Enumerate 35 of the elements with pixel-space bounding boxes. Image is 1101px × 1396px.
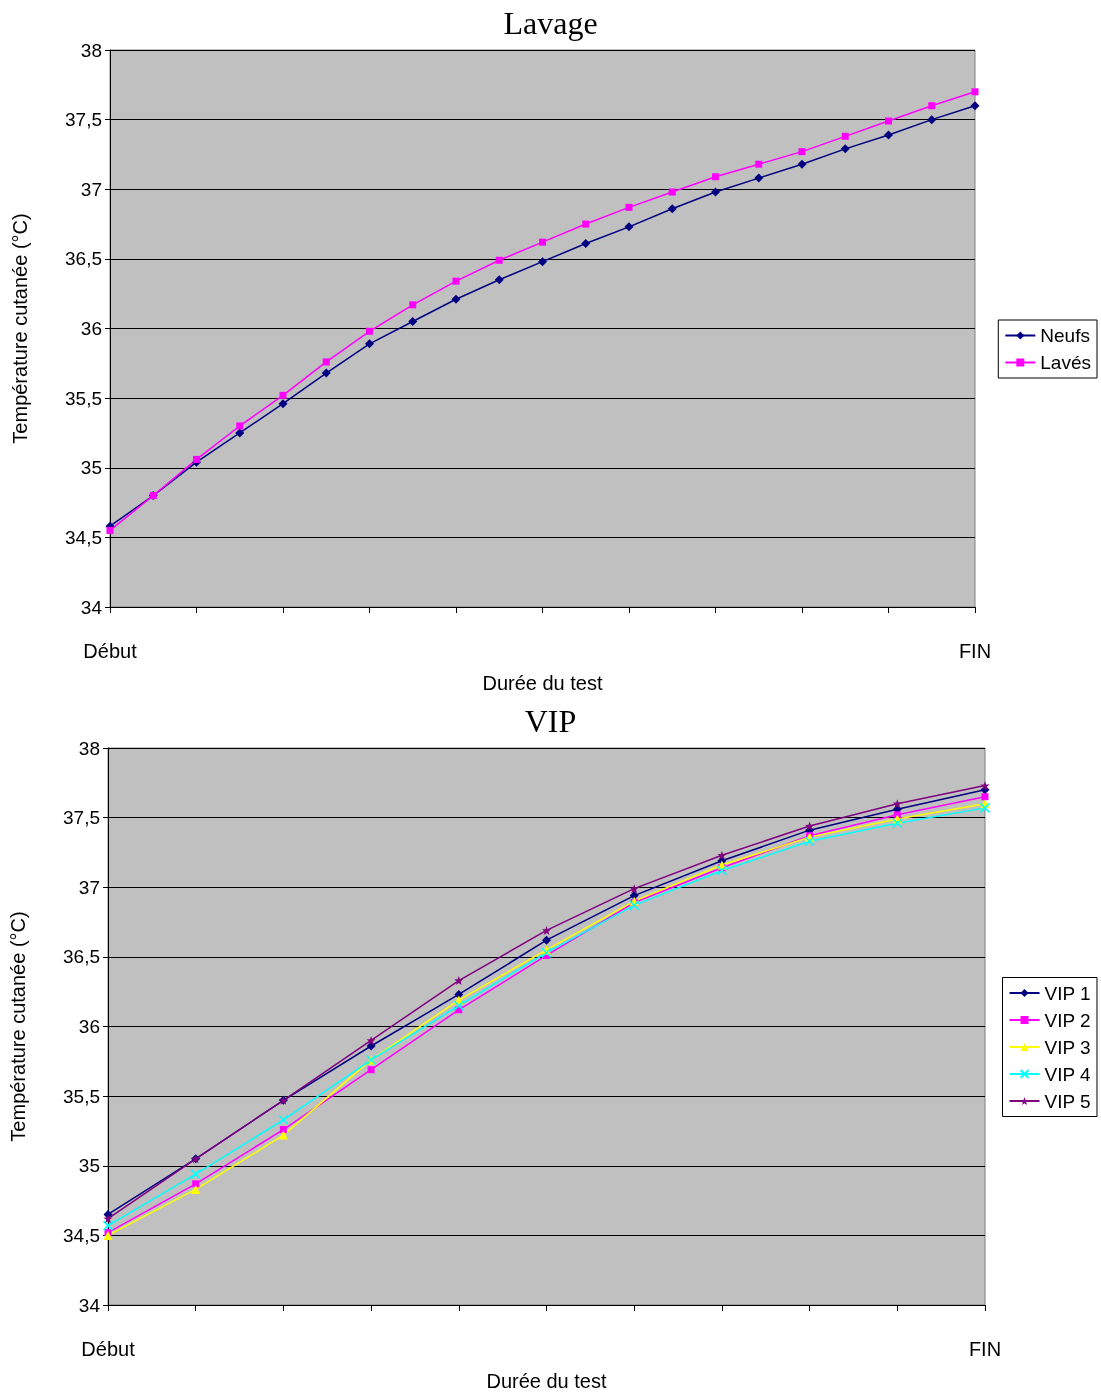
x-tick-label: Début [81, 1338, 136, 1360]
x-axis-title: Durée du test [486, 1370, 607, 1392]
y-tick-label: 36 [80, 318, 102, 339]
y-tick-label: 34,5 [65, 526, 102, 548]
y-tick-label: 37 [80, 178, 102, 200]
legend-label: VIP 4 [1044, 1063, 1092, 1085]
y-axis-title: Température cutanée (°C) [9, 213, 31, 444]
legend-label: Lavés [1040, 352, 1091, 373]
y-tick-label: 35,5 [63, 1085, 100, 1107]
y-tick-label: 36,5 [63, 946, 100, 968]
y-tick-label: 38 [80, 39, 102, 61]
y-tick-label: 35 [80, 457, 102, 479]
y-tick-label: 38 [78, 737, 100, 759]
y-tick-label: 35,5 [65, 387, 102, 409]
x-tick-label: Début [83, 640, 138, 662]
y-tick-label: 36 [78, 1016, 100, 1037]
y-tick-label: 36,5 [65, 248, 102, 270]
y-tick-label: 34 [78, 1294, 101, 1316]
y-tick-label: 37,5 [65, 109, 102, 131]
y-tick-label: 37 [78, 876, 100, 898]
y-tick-label: 34 [80, 596, 103, 618]
legend-label: VIP 3 [1044, 1036, 1091, 1058]
y-axis-title: Température cutanée (°C) [7, 911, 29, 1142]
x-tick-label: FIN [968, 1338, 1002, 1360]
legend-label: VIP 5 [1044, 1090, 1091, 1112]
legend-label: Neufs [1040, 325, 1090, 346]
y-tick-label: 35 [78, 1155, 100, 1177]
y-tick-label: 37,5 [63, 807, 100, 829]
legend-label: VIP 2 [1044, 1009, 1091, 1031]
x-axis-title: Durée du test [482, 672, 603, 694]
chart-title: Lavage [503, 5, 598, 41]
y-tick-label: 34,5 [63, 1224, 100, 1246]
chart-title: VIP [524, 703, 577, 739]
x-tick-label: FIN [958, 640, 992, 662]
legend-label: VIP 1 [1044, 982, 1091, 1004]
